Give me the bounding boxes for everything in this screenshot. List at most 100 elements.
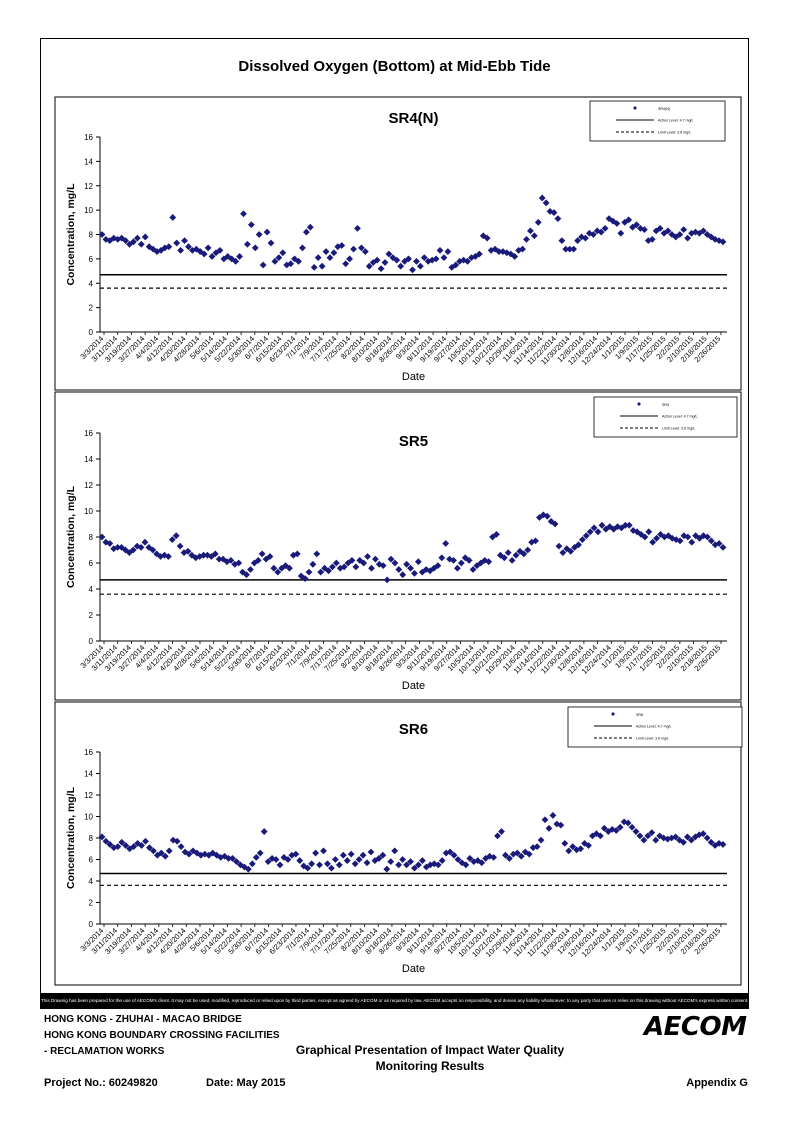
data-point bbox=[555, 542, 563, 550]
data-point bbox=[215, 555, 223, 563]
data-point bbox=[541, 816, 549, 824]
data-point bbox=[450, 557, 457, 564]
data-point bbox=[320, 847, 327, 855]
legend-box bbox=[593, 396, 738, 438]
legend-box bbox=[567, 706, 743, 748]
data-point bbox=[612, 827, 620, 834]
data-point bbox=[197, 851, 205, 859]
footer-drawing-title: Graphical Presentation of Impact Water Q… bbox=[295, 1043, 565, 1057]
y-axis-label: Concentration, mg/L bbox=[65, 485, 77, 588]
aecom-logo: AECOM bbox=[644, 1012, 747, 1042]
data-point bbox=[173, 837, 181, 845]
data-point bbox=[420, 254, 428, 262]
data-point bbox=[574, 237, 581, 244]
data-point bbox=[549, 812, 557, 819]
footer-project-line3: - RECLAMATION WORKS bbox=[44, 1046, 165, 1057]
data-point bbox=[157, 849, 165, 857]
y-tick-label: 6 bbox=[89, 255, 94, 264]
data-point bbox=[446, 848, 454, 856]
data-point bbox=[519, 245, 526, 253]
legend-series-label: SR4(N) bbox=[658, 107, 670, 111]
data-point bbox=[582, 532, 590, 540]
data-point bbox=[114, 235, 122, 243]
legend-limit-label: Limit Level: 3.6 mg/L bbox=[658, 131, 691, 135]
data-point bbox=[383, 576, 391, 584]
data-point bbox=[414, 558, 422, 566]
data-point bbox=[232, 257, 240, 265]
data-point bbox=[561, 839, 569, 847]
y-tick-label: 14 bbox=[84, 455, 93, 464]
data-point bbox=[454, 856, 462, 863]
data-point bbox=[133, 234, 141, 242]
data-point bbox=[220, 255, 228, 263]
data-point bbox=[450, 851, 458, 859]
data-point bbox=[440, 254, 448, 262]
data-point bbox=[176, 542, 184, 550]
data-point bbox=[153, 248, 161, 255]
data-point bbox=[504, 549, 512, 556]
x-axis-label: Date bbox=[402, 680, 425, 692]
data-point bbox=[142, 837, 149, 845]
data-point bbox=[407, 564, 414, 572]
data-point bbox=[636, 832, 644, 840]
data-point bbox=[403, 560, 411, 568]
data-point bbox=[256, 849, 264, 857]
data-point bbox=[173, 239, 181, 247]
data-point bbox=[332, 559, 340, 567]
data-point bbox=[260, 828, 268, 835]
data-point bbox=[252, 853, 260, 861]
data-point bbox=[141, 538, 149, 546]
data-point bbox=[391, 847, 399, 855]
y-tick-label: 10 bbox=[84, 507, 93, 516]
data-point bbox=[513, 849, 521, 857]
drawing-frame bbox=[40, 38, 749, 1009]
data-point bbox=[274, 568, 282, 576]
data-point bbox=[236, 253, 243, 260]
chart-panel-border bbox=[54, 96, 742, 391]
data-point bbox=[530, 232, 538, 240]
data-point bbox=[219, 555, 227, 563]
data-point bbox=[172, 532, 180, 540]
data-point bbox=[181, 237, 188, 244]
data-point bbox=[342, 260, 350, 268]
data-point bbox=[596, 832, 604, 840]
data-point bbox=[538, 194, 546, 202]
data-point bbox=[296, 857, 304, 864]
data-point bbox=[150, 847, 157, 855]
data-point bbox=[272, 856, 280, 863]
data-point bbox=[145, 243, 153, 251]
data-point bbox=[432, 255, 440, 263]
data-point bbox=[375, 855, 383, 862]
data-point bbox=[181, 848, 189, 856]
data-point bbox=[328, 864, 335, 872]
data-point bbox=[418, 857, 426, 864]
data-point bbox=[457, 559, 465, 567]
y-tick-label: 12 bbox=[84, 481, 93, 490]
data-point bbox=[208, 253, 216, 260]
data-point bbox=[200, 250, 208, 258]
data-point bbox=[209, 849, 217, 857]
data-point bbox=[465, 557, 473, 564]
data-point bbox=[452, 261, 460, 269]
data-point bbox=[325, 567, 332, 575]
data-point bbox=[383, 865, 391, 873]
y-tick-label: 2 bbox=[89, 899, 94, 908]
data-point bbox=[168, 536, 176, 543]
data-point bbox=[680, 838, 687, 846]
data-point bbox=[569, 843, 577, 850]
data-point bbox=[102, 837, 110, 845]
data-point bbox=[196, 248, 204, 255]
data-point bbox=[177, 843, 185, 850]
data-point bbox=[485, 558, 493, 566]
y-tick-label: 4 bbox=[89, 877, 94, 886]
data-point bbox=[317, 568, 325, 576]
data-point bbox=[324, 860, 331, 868]
data-point bbox=[165, 243, 173, 251]
data-point bbox=[340, 563, 348, 571]
data-point bbox=[264, 858, 272, 866]
data-point bbox=[625, 521, 633, 529]
data-point bbox=[395, 861, 403, 869]
disclaimer-bar: This Drawing has been prepared for the u… bbox=[41, 993, 748, 1008]
data-point bbox=[703, 834, 711, 842]
